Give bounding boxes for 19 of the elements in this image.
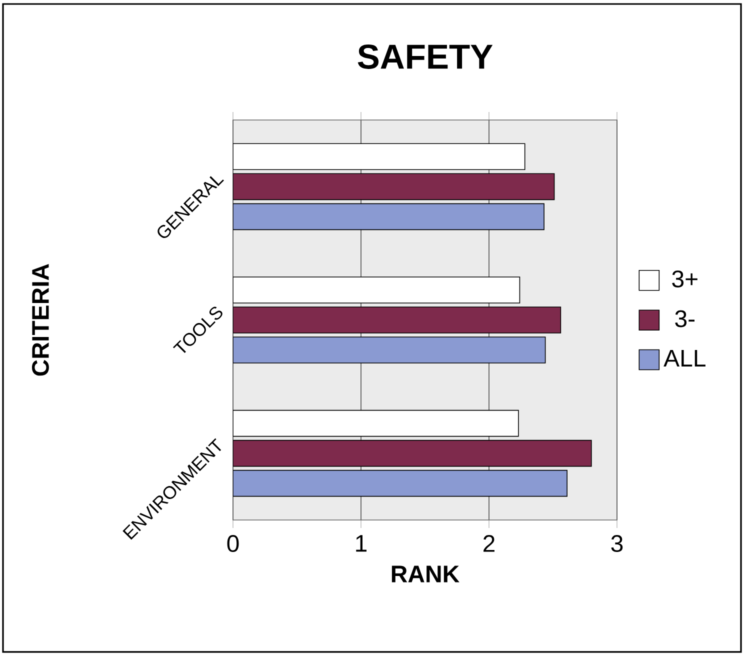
legend-label: 3+	[672, 270, 698, 288]
bar	[232, 410, 519, 437]
legend-label: ALL	[664, 350, 706, 367]
x-tick-label: 3	[611, 535, 623, 552]
x-tick-label: 0	[227, 535, 239, 552]
bar	[232, 276, 520, 304]
bar	[232, 336, 546, 364]
bar	[232, 440, 592, 467]
y-axis-title: CRITERIA	[32, 264, 49, 376]
bar	[232, 306, 562, 334]
bar	[232, 173, 555, 200]
bar	[232, 470, 568, 497]
x-tick-label: 2	[484, 535, 494, 552]
bar	[232, 203, 544, 230]
chart-title: SAFETY	[358, 44, 493, 69]
bar	[232, 143, 526, 170]
x-axis-title: RANK	[392, 566, 460, 582]
legend-label: 3-	[675, 310, 695, 328]
x-tick-label: 1	[356, 535, 366, 552]
